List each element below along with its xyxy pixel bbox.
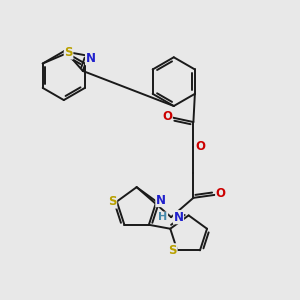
Text: O: O <box>216 187 226 200</box>
Text: S: S <box>64 46 73 59</box>
Text: N: N <box>85 52 96 65</box>
Text: O: O <box>162 110 172 123</box>
Text: S: S <box>169 244 177 257</box>
Text: N: N <box>156 194 166 206</box>
Text: H: H <box>158 212 167 222</box>
Text: S: S <box>108 195 117 208</box>
Text: N: N <box>173 211 184 224</box>
Text: O: O <box>195 140 205 153</box>
